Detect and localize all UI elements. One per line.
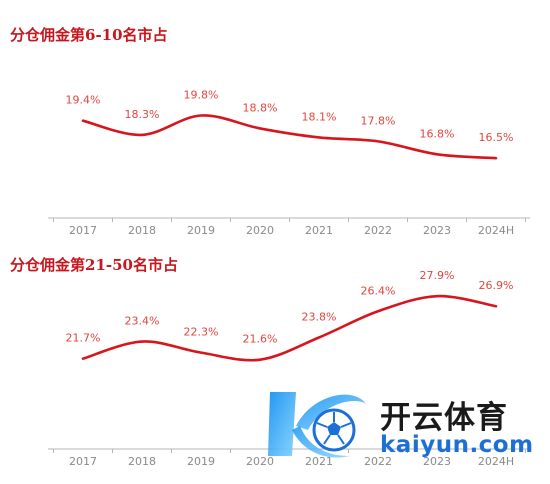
x-tick-label: 2021 — [305, 455, 333, 468]
x-tick-label: 2017 — [69, 224, 97, 237]
data-label: 17.8% — [361, 114, 396, 127]
x-tick-label: 2022 — [364, 224, 392, 237]
data-label: 18.3% — [125, 108, 160, 121]
data-label: 18.8% — [243, 101, 278, 114]
k-soccer-ball-logo-icon — [268, 392, 366, 458]
data-label: 16.8% — [420, 127, 455, 140]
x-tick-label: 2020 — [246, 455, 274, 468]
watermark: 开云体育 kaiyun.com — [262, 386, 534, 466]
line-chart-rank-6-10: 2017 2018 2019 2020 2021 2022 2023 2024H 19.4% 18… — [48, 89, 530, 237]
x-tick-label: 2021 — [305, 224, 333, 237]
x-tick-label: 2023 — [423, 455, 451, 468]
data-label: 21.6% — [243, 333, 278, 346]
series-line — [81, 294, 498, 362]
data-label: 26.9% — [479, 279, 514, 292]
x-tick-label: 2018 — [128, 224, 156, 237]
x-tick-label: 2024H — [478, 455, 514, 468]
data-label: 19.8% — [184, 89, 219, 102]
x-tick-label: 2019 — [187, 455, 215, 468]
series-line — [81, 114, 498, 160]
x-tick-label: 2020 — [246, 224, 274, 237]
data-label: 16.5% — [479, 131, 514, 144]
watermark-domain: kaiyun.com — [380, 432, 534, 458]
data-label: 22.3% — [184, 326, 219, 339]
watermark-brand-name: 开云体育 — [380, 400, 508, 436]
x-tick-label: 2022 — [364, 455, 392, 468]
x-tick-label: 2018 — [128, 455, 156, 468]
data-label: 23.8% — [302, 310, 337, 323]
data-label: 18.1% — [302, 110, 337, 123]
chart-title-bottom: 分仓佣金第21-50名市占 — [10, 256, 178, 274]
data-label: 21.7% — [66, 332, 101, 345]
data-label: 27.9% — [420, 269, 455, 282]
chart-title-top: 分仓佣金第6-10名市占 — [10, 26, 168, 44]
data-label: 19.4% — [66, 94, 101, 107]
x-tick-label: 2024H — [478, 224, 514, 237]
x-tick-label: 2019 — [187, 224, 215, 237]
x-tick-label: 2023 — [423, 224, 451, 237]
data-label: 23.4% — [125, 315, 160, 328]
x-tick-label: 2017 — [69, 455, 97, 468]
data-label: 26.4% — [361, 284, 396, 297]
